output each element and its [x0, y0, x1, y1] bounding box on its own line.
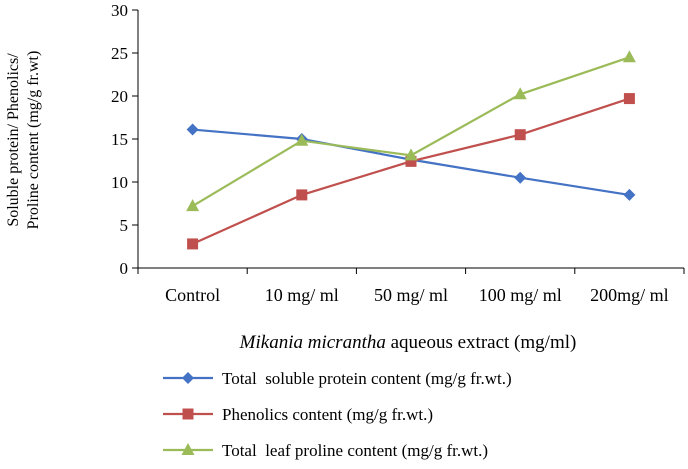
y-tick-label: 5	[120, 216, 129, 235]
x-tick-label: 100 mg/ ml	[479, 285, 562, 305]
data-point	[622, 50, 636, 63]
x-tick-label: Control	[165, 285, 220, 305]
data-point	[187, 238, 199, 250]
data-point	[623, 188, 636, 201]
legend-marker	[182, 372, 194, 384]
data-point	[514, 129, 526, 141]
y-tick-label: 10	[111, 173, 128, 192]
y-tick-label: 30	[111, 1, 128, 20]
legend-marker	[181, 443, 195, 455]
y-axis-label-line-2: Proline content (mg/g fr.wt)	[25, 51, 42, 230]
y-tick-label: 15	[111, 130, 128, 149]
legend-label: Total leaf proline content (mg/g fr.wt.)	[222, 441, 488, 460]
data-point	[296, 189, 308, 201]
legend-label: Total soluble protein content (mg/g fr.w…	[222, 369, 512, 388]
y-axis-label: Soluble protein/ Phenolics/ Proline cont…	[5, 51, 42, 230]
y-tick-label: 20	[111, 87, 128, 106]
legend-item-1: Total soluble protein content (mg/g fr.w…	[163, 369, 512, 388]
data-point	[513, 87, 527, 100]
data-point	[186, 199, 200, 212]
legend-item-3: Total leaf proline content (mg/g fr.wt.)	[163, 441, 488, 460]
legend-item-2: Phenolics content (mg/g fr.wt.)	[163, 405, 433, 424]
data-point	[295, 133, 309, 146]
series-3	[186, 50, 636, 212]
data-point	[186, 123, 199, 136]
x-axis-label: Mikania micrantha aqueous extract (mg/ml…	[239, 332, 577, 353]
series-layer	[186, 50, 636, 250]
x-tick-label: 10 mg/ ml	[265, 285, 339, 305]
data-point	[405, 155, 417, 167]
axes: 0 5 10 15 20 25 30 Control 10 mg/ ml 50 mg/ ml 100…	[111, 1, 685, 305]
x-tick-label: 200mg/ ml	[590, 285, 669, 305]
series-2	[187, 93, 635, 250]
y-tick-label: 25	[111, 44, 128, 63]
x-axis-label-italic: Mikania micrantha	[239, 332, 386, 353]
data-point	[404, 148, 418, 161]
y-tick-label: 0	[120, 259, 129, 278]
y-axis-label-line-1: Soluble protein/ Phenolics/	[5, 53, 22, 227]
series-line	[192, 97, 630, 245]
data-point	[514, 171, 527, 184]
x-tick-label: 50 mg/ ml	[374, 285, 448, 305]
legend: Total soluble protein content (mg/g fr.w…	[163, 369, 512, 460]
legend-marker	[182, 408, 194, 420]
x-axis-label-rest: aqueous extract (mg/ml)	[386, 332, 576, 353]
data-point	[623, 93, 635, 105]
legend-label: Phenolics content (mg/g fr.wt.)	[222, 405, 433, 424]
